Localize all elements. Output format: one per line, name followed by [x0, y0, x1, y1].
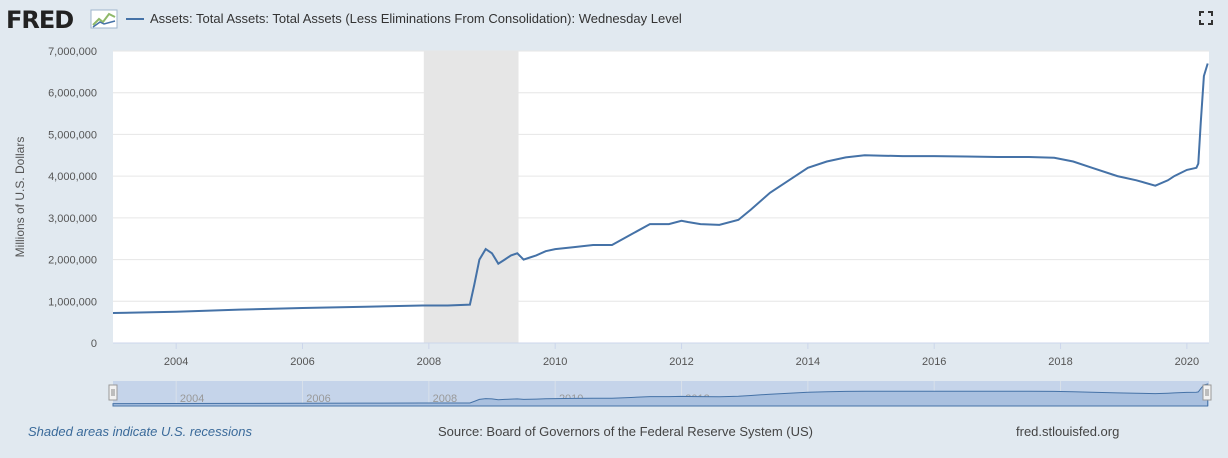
x-tick-label: 2016	[922, 356, 946, 368]
legend-line-swatch	[126, 17, 144, 20]
y-tick-label: 4,000,000	[48, 171, 97, 183]
chart-header: FRED Assets: Total Assets: Total Assets …	[0, 0, 1228, 40]
x-tick-label: 2014	[796, 356, 820, 368]
series-legend[interactable]: Assets: Total Assets: Total Assets (Less…	[126, 11, 682, 26]
navigator-tick-label: 2004	[180, 393, 204, 405]
plot-area	[113, 51, 1209, 343]
main-chart: 0 1,000,000 2,000,000 3,000,000 4,000,000 5,0…	[13, 46, 1212, 407]
navigator-right-handle[interactable]	[1202, 384, 1212, 401]
x-tick-label: 2010	[543, 356, 567, 368]
y-tick-label: 5,000,000	[48, 129, 97, 141]
x-tick-label: 2008	[417, 356, 441, 368]
y-tick-label: 7,000,000	[48, 46, 97, 58]
fred-logo[interactable]: FRED	[6, 6, 74, 34]
x-tick-label: 2006	[290, 356, 314, 368]
x-tick-label: 2020	[1175, 356, 1199, 368]
fullscreen-icon[interactable]	[1198, 10, 1214, 26]
fred-logo-icon	[90, 9, 118, 29]
y-tick-label: 1,000,000	[48, 296, 97, 308]
x-axis-ticks: 2004 2006 2008 2010 2012 2014 2016 2018 2020	[113, 342, 1209, 368]
series-label: Assets: Total Assets: Total Assets (Less…	[150, 11, 682, 26]
y-tick-label: 0	[91, 338, 97, 350]
y-axis-ticks: 0 1,000,000 2,000,000 3,000,000 4,000,000 5,0…	[48, 46, 97, 350]
navigator-area	[112, 383, 1209, 407]
navigator-tick-label: 2006	[306, 393, 330, 405]
y-axis-label: Millions of U.S. Dollars	[13, 137, 27, 258]
source-note: Source: Board of Governors of the Federa…	[438, 424, 813, 439]
series-line	[112, 63, 1209, 314]
y-tick-label: 6,000,000	[48, 88, 97, 100]
navigator-left-handle[interactable]	[108, 384, 118, 401]
x-tick-label: 2018	[1048, 356, 1072, 368]
x-tick-label: 2012	[669, 356, 693, 368]
navigator-tick-label: 2008	[433, 393, 457, 405]
x-tick-label: 2004	[164, 356, 188, 368]
recession-note: Shaded areas indicate U.S. recessions	[28, 424, 253, 439]
site-link[interactable]: fred.stlouisfed.org	[1016, 424, 1120, 439]
y-tick-label: 2,000,000	[48, 255, 97, 267]
y-tick-label: 3,000,000	[48, 213, 97, 225]
